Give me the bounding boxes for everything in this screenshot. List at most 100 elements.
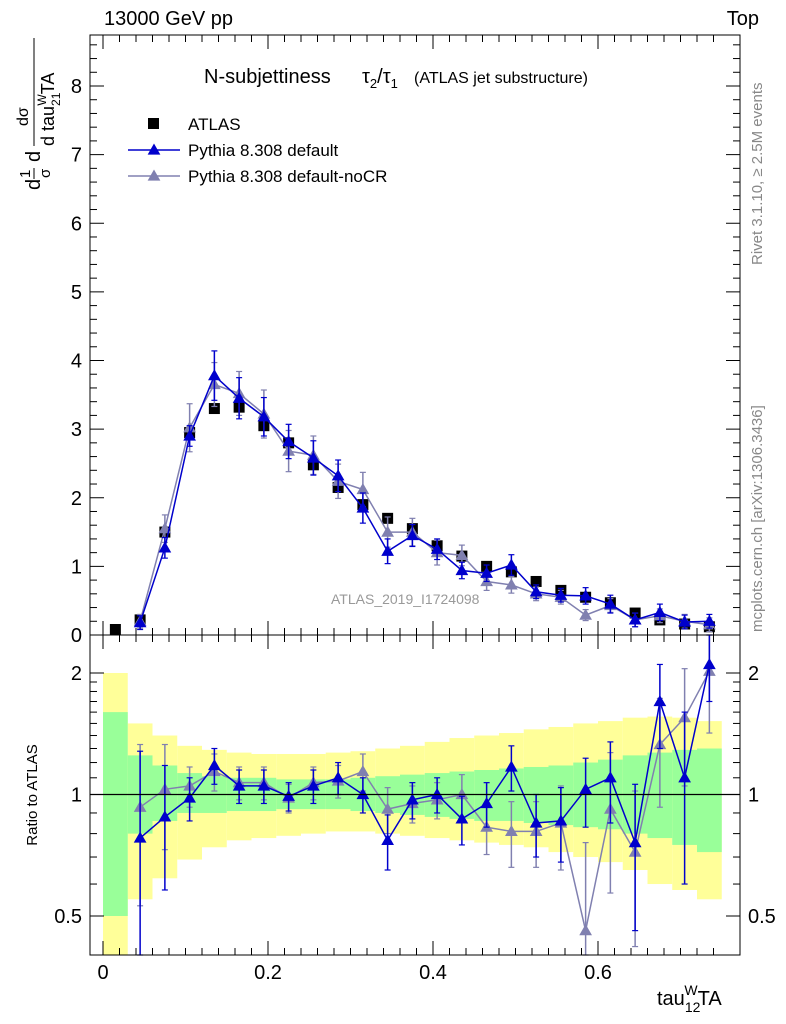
y-tick-label-ratio-right: 0.5 — [748, 906, 776, 928]
default-point — [455, 563, 469, 576]
svg-text:1: 1 — [17, 170, 34, 178]
plot-title-main: N-subjettiness — [204, 66, 331, 88]
ratio-nocr-line — [139, 670, 711, 931]
ratio-default-point — [505, 760, 518, 772]
nocr-point — [579, 608, 592, 620]
default-line — [139, 374, 710, 623]
ratio-nocr-point — [505, 824, 518, 837]
svg-text:d tau21WTA: d tau21WTA — [35, 73, 63, 146]
default-point — [604, 597, 617, 609]
y-tick-label-main: 5 — [71, 282, 82, 304]
default-point — [208, 369, 221, 381]
default-point — [381, 544, 394, 556]
x-tick-label: 0 — [97, 962, 108, 984]
header-energy: 13000 GeV pp — [104, 8, 233, 30]
ratio-default-point — [678, 771, 691, 783]
svg-text:d: d — [23, 151, 45, 162]
x-tick-label: 0.4 — [419, 962, 447, 984]
ratio-default-line — [139, 664, 711, 846]
legend-marker — [147, 169, 161, 181]
ratio-default-point — [604, 771, 617, 783]
default-point — [430, 542, 444, 554]
side-label-mcplots: mcplots.cern.ch [arXiv:1306.3436] — [749, 405, 766, 632]
ratio-nocr-point — [381, 802, 394, 814]
ratio-default-point — [133, 831, 147, 843]
y-axis-label-ratio: Ratio to ATLAS — [24, 744, 41, 845]
default-point — [579, 589, 592, 601]
default-point — [282, 434, 295, 447]
nocr-line — [139, 383, 710, 626]
legend-label: ATLAS — [188, 115, 241, 134]
x-tick-label: 0.2 — [254, 962, 282, 984]
y-tick-label-ratio: 2 — [71, 663, 82, 685]
ratio-default-point — [579, 782, 592, 794]
watermark: ATLAS_2019_I1724098 — [331, 591, 480, 607]
y-tick-label-ratio-right: 2 — [748, 663, 759, 685]
header-process: Top — [726, 8, 759, 30]
svg-text:σ: σ — [37, 168, 54, 178]
ratio-default-point — [307, 779, 320, 791]
default-point — [653, 605, 667, 617]
nocr-point — [455, 548, 469, 561]
legend-marker-atlas — [148, 118, 159, 129]
default-point — [356, 501, 370, 513]
y-tick-label-main: 8 — [71, 76, 82, 98]
default-point — [406, 528, 419, 541]
ratio-default-point — [406, 793, 419, 805]
default-point — [480, 566, 493, 578]
ratio-default-point — [356, 787, 370, 800]
x-axis-label: tau12WTA — [657, 982, 722, 1015]
y-axis-label-main: d 1 σ d dσ d tau21WTA — [15, 38, 63, 190]
ratio-default-point — [282, 789, 295, 801]
y-tick-label-main: 7 — [71, 145, 82, 167]
atlas-point — [109, 624, 121, 635]
atlas-point — [530, 575, 542, 587]
y-tick-label-ratio: 0.5 — [54, 906, 82, 928]
y-tick-label-main: 6 — [71, 213, 82, 235]
default-point — [183, 429, 196, 441]
ratio-default-point — [455, 812, 469, 824]
ratio-default-point — [257, 779, 271, 791]
legend-marker — [147, 143, 161, 155]
ratio-default-point — [183, 791, 196, 803]
atlas-point — [208, 403, 220, 415]
ratio-default-point — [208, 758, 221, 771]
ratio-band-inner — [697, 748, 722, 853]
ratio-default-point — [158, 810, 172, 822]
y-tick-label-ratio-right: 1 — [748, 785, 759, 807]
default-point — [628, 613, 642, 625]
side-label-rivet: Rivet 3.1.10, ≥ 2.5M events — [749, 83, 766, 266]
default-point — [703, 614, 716, 626]
ratio-default-point — [529, 816, 543, 828]
default-point — [307, 451, 320, 463]
legend: ATLAS Pythia 8.308 default Pythia 8.308 de… — [128, 115, 387, 186]
x-tick-label: 0.6 — [584, 962, 612, 984]
default-point — [505, 558, 518, 570]
ratio-default-point — [653, 694, 667, 707]
nocr-point — [505, 578, 518, 590]
ratio-default-point — [703, 657, 716, 670]
default-point — [678, 615, 691, 627]
y-tick-label-main: 4 — [71, 351, 82, 373]
y-tick-label-main: 2 — [71, 488, 82, 510]
legend-label: Pythia 8.308 default-noCR — [188, 167, 387, 186]
plot-title-sub: (ATLAS jet substructure) — [414, 70, 588, 87]
default-point — [257, 410, 271, 422]
ratio-default-point — [331, 771, 345, 783]
ratio-nocr-point — [356, 765, 370, 777]
ratio-default-point — [430, 787, 444, 800]
plot-title-tau: τ2/τ1 — [362, 66, 398, 91]
y-tick-label-main: 0 — [71, 625, 82, 647]
ratio-default-point — [381, 833, 394, 845]
ratio-default-point — [480, 796, 493, 809]
nocr-point — [381, 525, 394, 537]
y-tick-label-ratio: 1 — [71, 785, 82, 807]
legend-label: Pythia 8.308 default — [188, 141, 339, 160]
svg-text:dσ: dσ — [15, 107, 32, 126]
nocr-point — [158, 522, 172, 534]
default-point — [529, 585, 543, 597]
default-point — [331, 469, 345, 481]
default-point — [232, 391, 246, 403]
svg-text:d: d — [23, 179, 45, 190]
